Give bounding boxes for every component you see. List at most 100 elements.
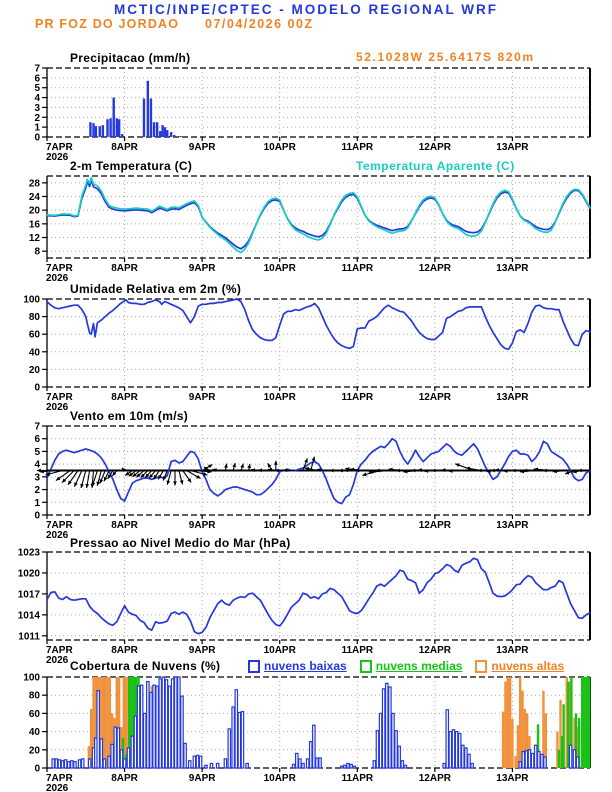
y-tick-label: 80 bbox=[29, 691, 41, 702]
cloud-bar-blue bbox=[198, 755, 203, 769]
wind-arrow-head bbox=[403, 469, 408, 474]
wind-arrow-head bbox=[273, 460, 278, 465]
mid-clouds-swatch-icon bbox=[359, 659, 372, 673]
cloud-bar-blue bbox=[245, 762, 249, 769]
cloud-bar-orange bbox=[506, 677, 509, 768]
cloud-bar-green bbox=[567, 681, 570, 768]
low-clouds-swatch-icon bbox=[248, 659, 260, 673]
cloud-bar-orange bbox=[122, 677, 125, 768]
precip-bar bbox=[159, 131, 162, 137]
y-tick-label: 0 bbox=[34, 764, 40, 775]
cloud-bar-blue bbox=[139, 684, 144, 769]
wind-arrow-head bbox=[112, 471, 117, 476]
wind-arrow-head bbox=[345, 467, 350, 471]
y-tick-label: 1023 bbox=[18, 548, 41, 559]
cloud-bar-blue bbox=[394, 730, 398, 769]
wind-arrow-head bbox=[153, 474, 158, 480]
cloud-bar-orange bbox=[556, 731, 559, 768]
x-tick-label: 8APR bbox=[111, 645, 138, 656]
cloud-bar-blue bbox=[470, 762, 474, 769]
cloud-bar-blue bbox=[96, 690, 100, 769]
cloud-bar-blue bbox=[173, 676, 178, 769]
cloud-bar-blue bbox=[530, 752, 535, 769]
cloud-bar-blue bbox=[384, 682, 389, 769]
series-line bbox=[46, 437, 591, 505]
apparent-temperature-label: Temperatura Aparente (C) bbox=[356, 159, 515, 173]
wind-arrow-head bbox=[250, 468, 256, 473]
y-tick-label: 40 bbox=[29, 347, 41, 358]
cloud-bar-blue bbox=[126, 747, 131, 769]
wind-arrow-head bbox=[577, 468, 582, 473]
wind-arrow-head bbox=[207, 469, 212, 474]
cloud-bar-blue bbox=[352, 765, 356, 769]
wind-arrow-head bbox=[128, 472, 134, 477]
cloud-bar-blue bbox=[63, 759, 68, 769]
y-tick-label: 20 bbox=[29, 745, 41, 756]
precip-bar bbox=[121, 134, 124, 137]
wind-arrow-head bbox=[96, 481, 101, 486]
cloud-bar-orange bbox=[501, 711, 505, 768]
y-tick-label: 100 bbox=[23, 295, 40, 306]
y-tick-label: 7 bbox=[34, 64, 40, 75]
wind-arrow-head bbox=[316, 468, 321, 472]
cloud-bar-blue bbox=[464, 747, 468, 769]
wind-arrow-head bbox=[503, 469, 508, 473]
wind-arrow-head bbox=[232, 463, 236, 468]
x-year-label: 2026 bbox=[46, 655, 69, 666]
wind-arrow-head bbox=[329, 468, 334, 473]
cloud-bar-green bbox=[562, 704, 565, 768]
cloud-bar-blue bbox=[113, 726, 118, 769]
wind-arrow-head bbox=[187, 478, 192, 483]
cloud-bar-green bbox=[560, 736, 564, 768]
y-tick-label: 6 bbox=[34, 434, 40, 445]
cloud-bar-blue bbox=[167, 685, 172, 769]
cloud-bar-orange bbox=[99, 677, 102, 768]
x-tick-label: 13APR bbox=[496, 520, 529, 531]
cloud-bar-blue bbox=[183, 742, 187, 769]
cloud-bar-blue bbox=[572, 749, 577, 769]
panel-4: 1011 1014 1017 1020 1023 7APR 8APR 9APR 10APR 11A… bbox=[18, 548, 591, 666]
x-tick-label: 10APR bbox=[264, 773, 297, 784]
y-tick-label: 0 bbox=[34, 133, 40, 144]
cloud-bar-blue bbox=[372, 760, 377, 769]
cloud-bar-green bbox=[577, 717, 581, 768]
cloud-bar-blue bbox=[388, 686, 392, 769]
cloud-bar-blue bbox=[240, 710, 245, 769]
wind-arrow-head bbox=[85, 483, 90, 489]
cloud-bar-orange bbox=[565, 677, 568, 768]
y-tick-label: 1020 bbox=[18, 568, 41, 579]
cloud-bar-orange bbox=[559, 699, 562, 768]
y-tick-label: 3 bbox=[34, 103, 40, 114]
y-tick-label: 8 bbox=[34, 247, 40, 258]
panel-title-precipitation: Precipitacao (mm/h) bbox=[70, 51, 191, 65]
wind-arrow-head bbox=[490, 468, 495, 473]
legend-label-mid-clouds: nuvens medias bbox=[375, 659, 463, 673]
cloud-bar-blue bbox=[403, 764, 408, 769]
wind-arrow-head bbox=[103, 476, 108, 482]
cloud-bar-blue bbox=[57, 759, 62, 769]
x-tick-label: 9APR bbox=[189, 520, 216, 531]
panel-title-wind: Vento em 10m (m/s) bbox=[70, 409, 189, 423]
precip-bar bbox=[101, 125, 105, 137]
cloud-bar-blue bbox=[152, 684, 156, 769]
legend-label-high-clouds: nuvens altas bbox=[491, 659, 565, 673]
wind-arrow-head bbox=[136, 473, 141, 478]
coordinates-label: 52.1028W 25.6417S 820m bbox=[356, 50, 535, 64]
cloud-bar-blue bbox=[187, 760, 192, 769]
wind-arrow-head bbox=[455, 463, 460, 467]
wind-arrow-head bbox=[441, 468, 446, 472]
cloud-bar-green bbox=[128, 677, 131, 768]
cloud-bar-blue bbox=[107, 755, 111, 769]
x-tick-label: 12APR bbox=[419, 773, 452, 784]
wind-arrow-head bbox=[67, 480, 72, 485]
y-tick-label: 0 bbox=[34, 511, 40, 522]
wind-arrow-head bbox=[80, 483, 84, 489]
x-tick-label: 7APR bbox=[46, 520, 73, 531]
cloud-bar-orange bbox=[514, 756, 517, 768]
x-tick-label: 11APR bbox=[341, 263, 373, 274]
cloud-bar-blue bbox=[375, 730, 380, 769]
y-tick-label: 1017 bbox=[18, 589, 41, 600]
wind-arrow-head bbox=[212, 468, 217, 473]
